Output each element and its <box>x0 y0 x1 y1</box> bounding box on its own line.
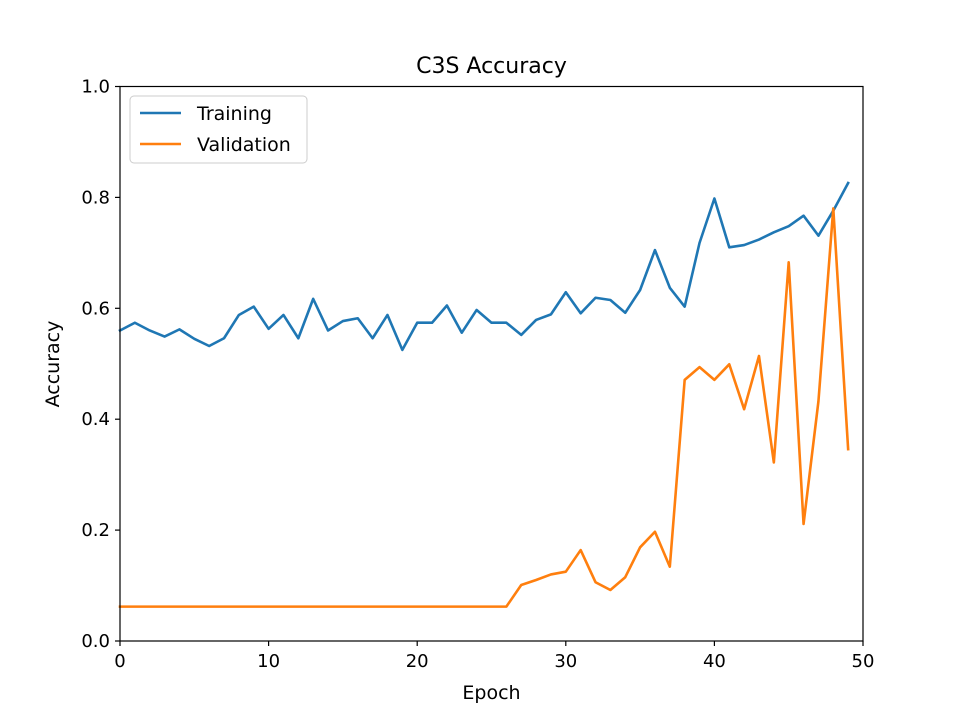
x-tick-label: 30 <box>554 651 577 672</box>
y-tick-label: 0.0 <box>81 631 110 652</box>
x-tick-label: 0 <box>114 651 125 672</box>
x-axis: 0 10 20 30 40 50 <box>114 641 874 672</box>
series-line-validation <box>118 207 850 608</box>
y-tick-label: 0.4 <box>81 409 110 430</box>
x-tick-label: 20 <box>406 651 429 672</box>
plot-frame <box>119 85 864 642</box>
y-axis-label: Accuracy <box>42 321 64 408</box>
y-tick-label: 1.0 <box>81 77 110 98</box>
x-tick-label: 40 <box>703 651 726 672</box>
y-tick-label: 0.8 <box>81 187 110 208</box>
series-line-training <box>118 181 850 352</box>
x-tick-label: 50 <box>852 651 875 672</box>
x-tick-label: 10 <box>257 651 280 672</box>
y-tick-label: 0.2 <box>81 520 110 541</box>
y-tick-label: 0.6 <box>81 298 110 319</box>
series-layer <box>118 181 850 608</box>
x-axis-label: Epoch <box>462 682 520 704</box>
legend-label-validation: Validation <box>197 134 291 156</box>
legend: Training Validation <box>129 95 308 164</box>
legend-label-training: Training <box>196 103 272 125</box>
chart-title: C3S Accuracy <box>416 54 567 79</box>
y-axis: 0.0 0.2 0.4 0.6 0.8 1.0 <box>81 77 120 652</box>
